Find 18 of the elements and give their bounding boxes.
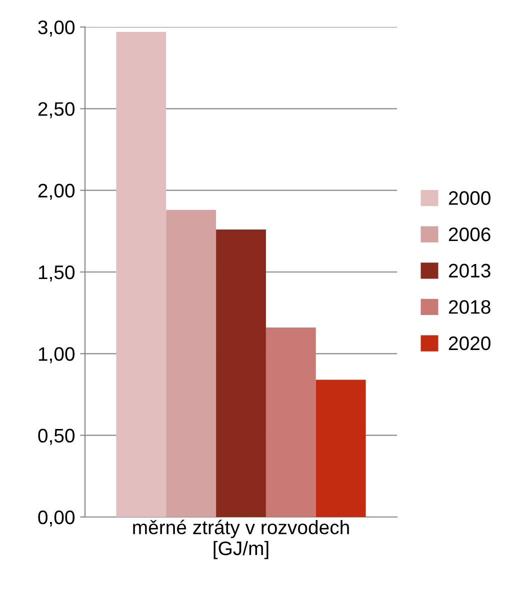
legend-label: 2000 bbox=[448, 191, 490, 205]
y-tick-label: 2,00 bbox=[38, 184, 75, 200]
bar bbox=[166, 210, 216, 517]
legend-label: 2020 bbox=[448, 336, 490, 350]
y-tick-label: 2,50 bbox=[38, 102, 75, 118]
y-tick-label: 1,00 bbox=[38, 347, 75, 364]
bar bbox=[266, 328, 316, 517]
y-tick-label: 3,00 bbox=[38, 20, 75, 37]
legend-label: 2013 bbox=[448, 264, 490, 278]
y-tick-label: 0,00 bbox=[38, 510, 75, 527]
bar bbox=[116, 32, 166, 517]
x-axis-title: měrné ztráty v rozvodech [GJ/m] bbox=[133, 520, 349, 560]
bar bbox=[316, 380, 366, 517]
bar bbox=[216, 230, 266, 517]
y-tick-label: 0,50 bbox=[38, 428, 75, 445]
y-tick-label: 1,50 bbox=[38, 265, 75, 282]
legend-label: 2018 bbox=[448, 300, 490, 314]
legend-label: 2006 bbox=[448, 227, 490, 242]
